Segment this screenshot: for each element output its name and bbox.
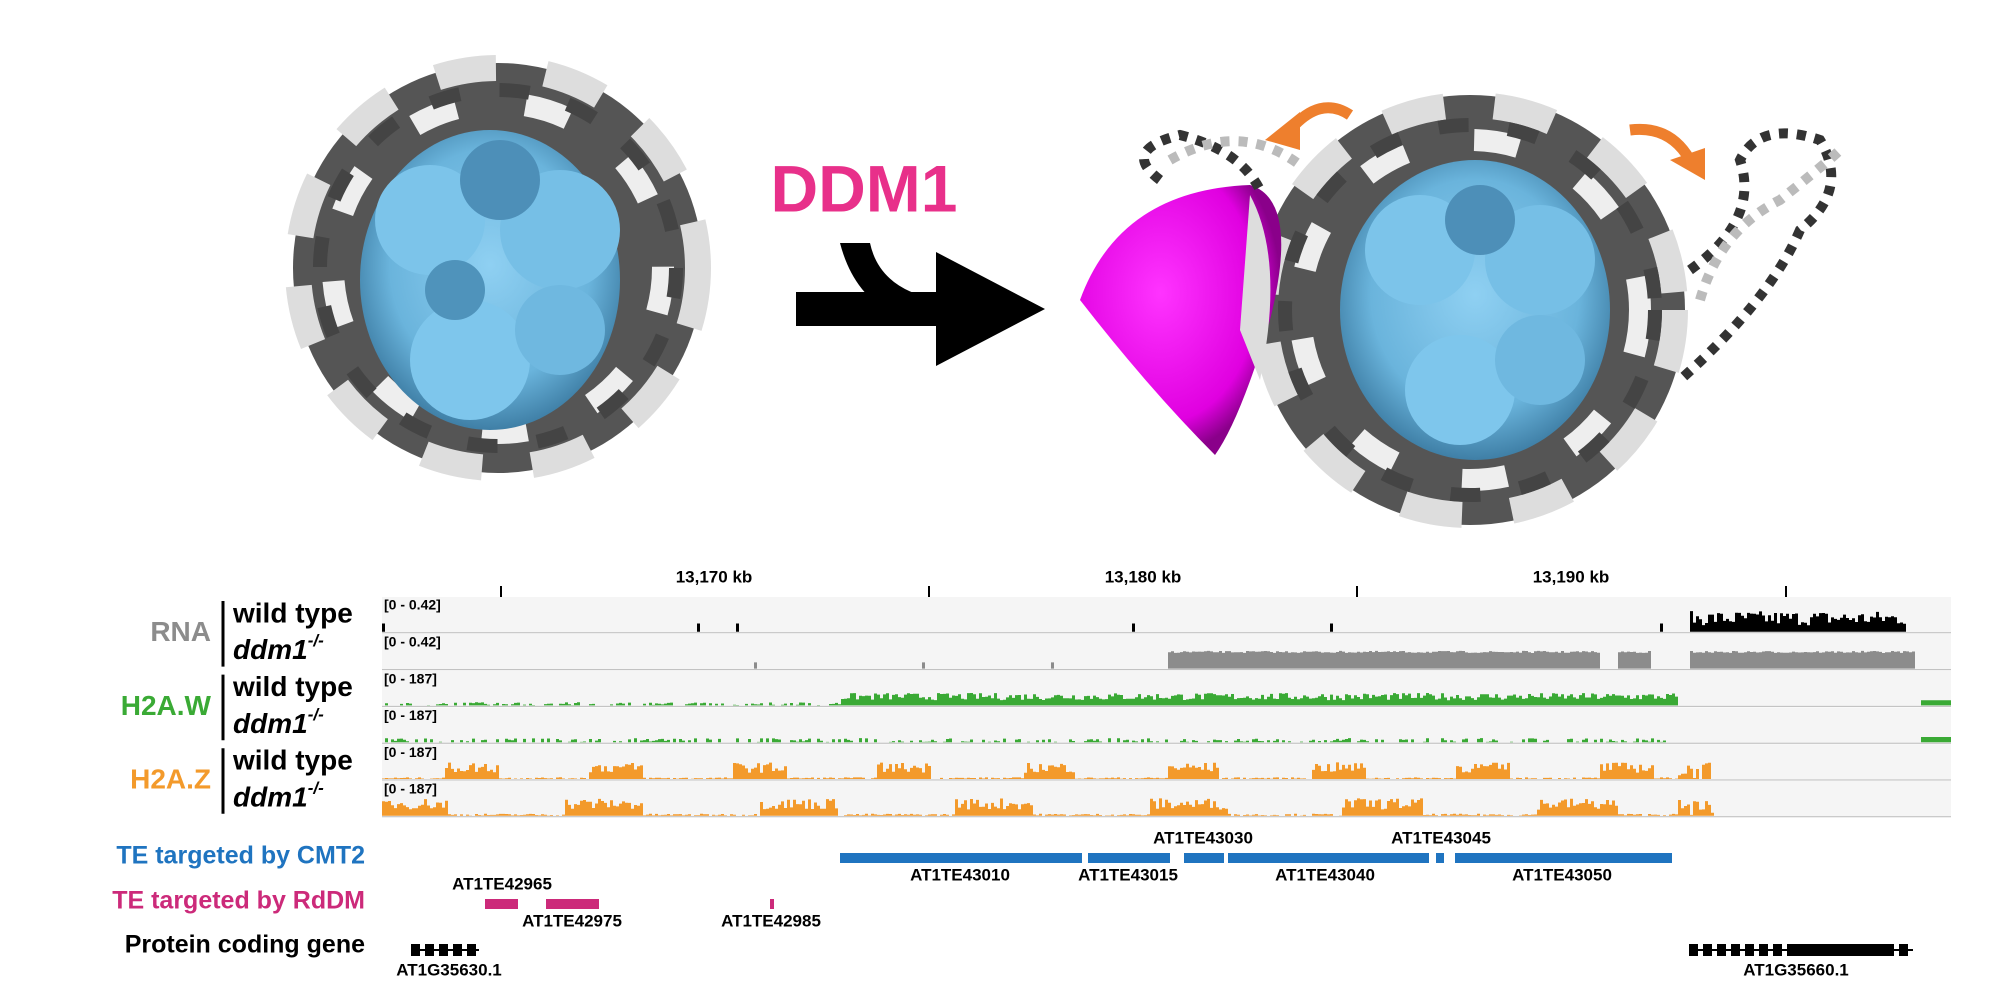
nucleosome-right [1080, 92, 1844, 528]
gene-exon [1829, 944, 1843, 956]
gene-exon [425, 944, 434, 956]
feature-label: AT1TE43050 [1512, 865, 1612, 884]
gene-exon [1899, 944, 1908, 956]
gene-exon [439, 944, 448, 956]
feature-label: AT1TE43045 [1391, 828, 1491, 847]
sample-label: ddm1-/- [233, 705, 324, 739]
title: DDM1 [770, 151, 957, 225]
ruler-label: 13,170 kb [676, 567, 753, 586]
gene-exon [1717, 944, 1726, 956]
gene-exon [1843, 944, 1857, 956]
sample-label: ddm1-/- [233, 779, 324, 813]
track-group-label: RNA [150, 616, 211, 647]
range-label: [0 - 0.42] [384, 597, 441, 613]
sample-label: wild type [232, 598, 353, 629]
feature-label: AT1TE43040 [1275, 865, 1375, 884]
feature-label: AT1TE42985 [721, 911, 821, 930]
feature-label: AT1TE43030 [1153, 828, 1253, 847]
signal-track [385, 693, 1951, 706]
gene-exon [1787, 944, 1801, 956]
feature-row-label: TE targeted by RdDM [112, 887, 365, 915]
sample-name: wild type [232, 745, 353, 776]
gene-exon [411, 944, 420, 956]
range-label: [0 - 187] [384, 744, 437, 760]
sample-superscript: -/- [308, 779, 324, 798]
signal-track [385, 737, 1951, 743]
track-background [382, 707, 1951, 744]
sample-name: ddm1 [233, 635, 308, 666]
track-background [382, 597, 1951, 633]
signal-track [754, 650, 1915, 669]
feature-bar [1088, 853, 1170, 863]
sample-name: ddm1 [233, 782, 308, 813]
feature-bar [485, 899, 518, 909]
range-label: [0 - 0.42] [384, 634, 441, 650]
feature-bar [546, 899, 599, 909]
feature-row-label: Protein coding gene [125, 931, 365, 959]
feature-label: AT1TE43010 [910, 865, 1010, 884]
signal-track [382, 611, 1906, 632]
track-background [382, 633, 1951, 670]
signal-track [382, 798, 1714, 816]
feature-bar [840, 853, 1082, 863]
feature-bar [1228, 853, 1429, 863]
gene-exon [1871, 944, 1885, 956]
feature-label: AT1TE43015 [1078, 865, 1178, 884]
arrow [796, 243, 1045, 366]
sample-label: ddm1-/- [233, 632, 324, 666]
feature-label: AT1TE42975 [522, 911, 622, 930]
range-label: [0 - 187] [384, 781, 437, 797]
feature-bar [1436, 853, 1444, 863]
gene-exon [1885, 944, 1894, 956]
sample-label: wild type [232, 745, 353, 776]
sample-name: wild type [232, 671, 353, 702]
signal-track [382, 762, 1711, 779]
gene-exon [1815, 944, 1829, 956]
gene-exon [467, 944, 476, 956]
feature-bar [1184, 853, 1224, 863]
sample-name: wild type [232, 598, 353, 629]
feature-label: AT1TE42965 [452, 874, 552, 893]
gene-exon [1857, 944, 1871, 956]
ruler-label: 13,180 kb [1105, 567, 1182, 586]
gene-exon [1801, 944, 1815, 956]
sample-superscript: -/- [308, 705, 324, 724]
gene-exon [453, 944, 462, 956]
sample-superscript: -/- [308, 632, 324, 651]
ruler-label: 13,190 kb [1533, 567, 1610, 586]
nucleosome-left [285, 55, 711, 481]
gene-exon [1773, 944, 1782, 956]
gene-exon [1731, 944, 1740, 956]
gene-exon [1703, 944, 1712, 956]
feature-label: AT1G35630.1 [396, 960, 502, 979]
sample-name: ddm1 [233, 708, 308, 739]
range-label: [0 - 187] [384, 670, 437, 686]
range-label: [0 - 187] [384, 707, 437, 723]
gene-exon [1745, 944, 1754, 956]
track-group-label: H2A.Z [130, 763, 211, 794]
sample-label: wild type [232, 671, 353, 702]
feature-row-label: TE targeted by CMT2 [116, 842, 365, 870]
genome-browser: 13,170 kb 13,180 kb 13,190 kb RNA wild type [… [112, 567, 1951, 979]
feature-bar [1455, 853, 1672, 863]
feature-bar [770, 899, 774, 909]
gene-exon [1689, 944, 1698, 956]
gene-exon [1759, 944, 1768, 956]
track-group-label: H2A.W [121, 690, 212, 721]
feature-label: AT1G35660.1 [1743, 960, 1849, 979]
